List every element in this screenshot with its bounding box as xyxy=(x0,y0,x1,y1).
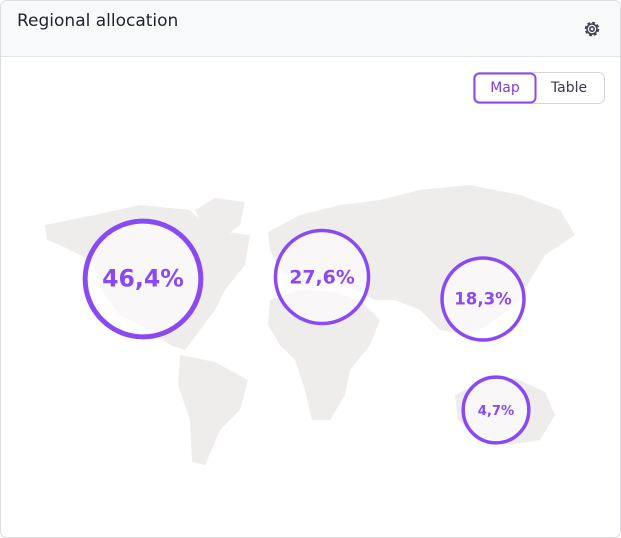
bubble xyxy=(273,228,371,326)
header-bg xyxy=(1,1,620,56)
bubble-label: 27,6% xyxy=(289,267,355,289)
bubble-label: 4,7% xyxy=(478,404,515,419)
view-toggle: Map Table xyxy=(473,72,605,104)
bubble xyxy=(440,256,526,342)
bubble xyxy=(82,218,204,340)
toggle-map-label[interactable]: Map xyxy=(490,80,520,96)
bubble-label: 46,4% xyxy=(102,265,184,293)
settings-icon[interactable] xyxy=(584,21,600,37)
bubbles: 46,4% 27,6% 18,3% 4,7% xyxy=(82,218,531,445)
bubble xyxy=(461,375,531,445)
toggle-map-button[interactable] xyxy=(473,72,537,104)
card-title: Regional allocation xyxy=(17,11,178,31)
bubble-label: 18,3% xyxy=(454,290,512,309)
toggle-table-label[interactable]: Table xyxy=(550,80,587,96)
